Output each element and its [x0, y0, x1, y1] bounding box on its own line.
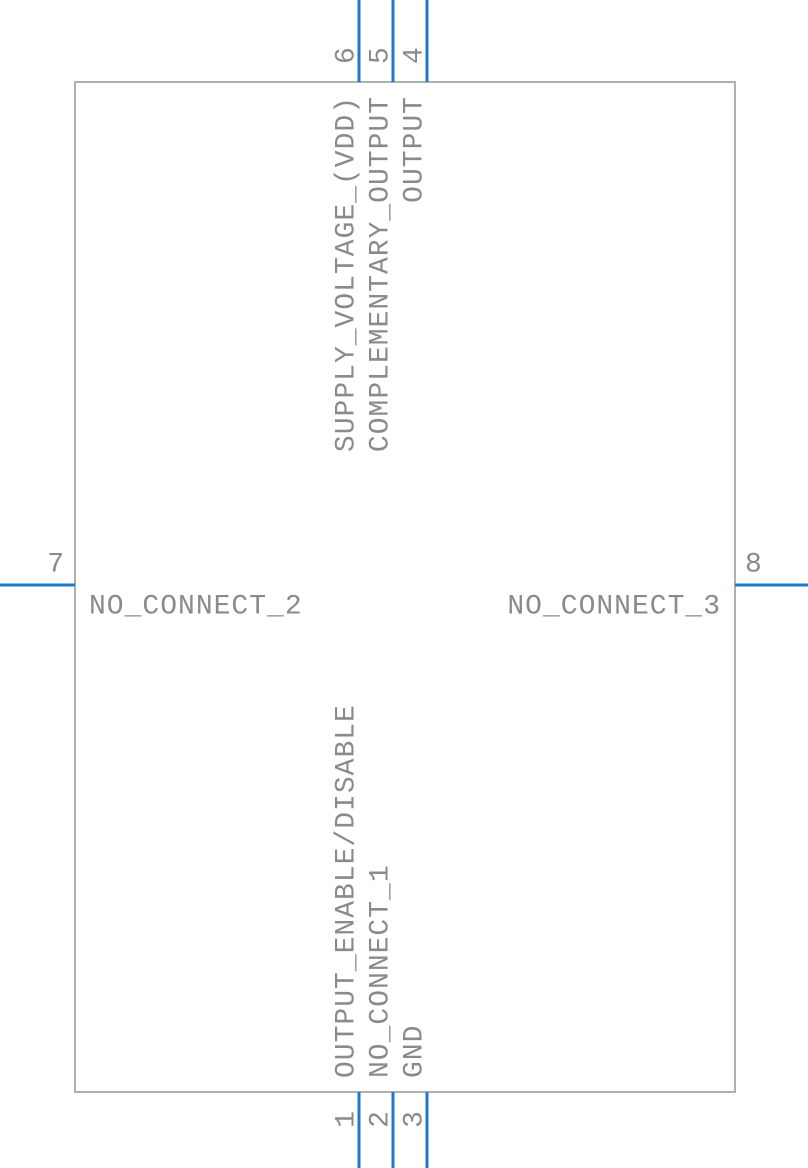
pin-number-2: 2 — [366, 1110, 397, 1128]
pin-number-8: 8 — [745, 550, 763, 581]
pin-label-2: NO_CONNECT_1 — [366, 864, 397, 1078]
pin-label-3: GND — [400, 1025, 431, 1078]
pin-label-7: NO_CONNECT_2 — [89, 592, 303, 623]
schematic-symbol: 6 SUPPLY_VOLTAGE_(VDD) 5 COMPLEMENTARY_OUTP… — [0, 0, 808, 1168]
pin-number-6: 6 — [332, 46, 363, 64]
pin-number-4: 4 — [400, 46, 431, 64]
pin-label-8: NO_CONNECT_3 — [507, 592, 721, 623]
pin-number-7: 7 — [47, 550, 65, 581]
pin-number-5: 5 — [366, 46, 397, 64]
symbol-body — [75, 82, 735, 1092]
pin-label-1: OUTPUT_ENABLE/DISABLE — [332, 704, 363, 1078]
pin-number-3: 3 — [400, 1110, 431, 1128]
pin-number-1: 1 — [332, 1110, 363, 1128]
pin-label-6: SUPPLY_VOLTAGE_(VDD) — [332, 96, 363, 452]
pin-label-4: OUTPUT — [400, 96, 431, 203]
pin-label-5: COMPLEMENTARY_OUTPUT — [366, 96, 397, 452]
